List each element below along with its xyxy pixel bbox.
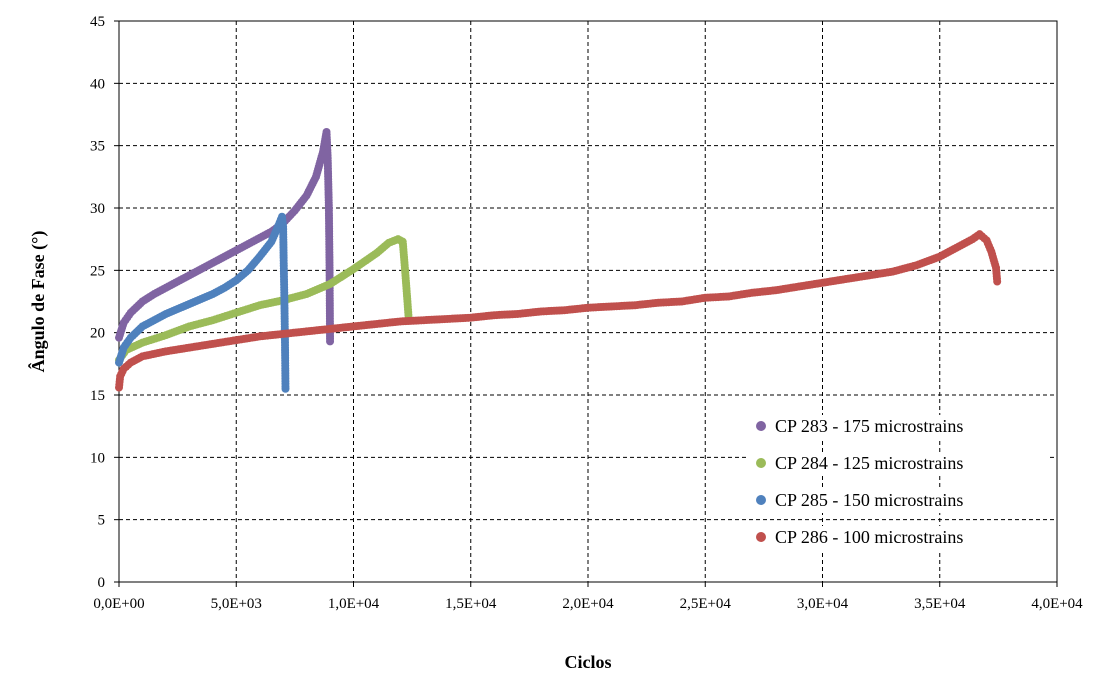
legend-item-background <box>747 452 1047 476</box>
series-1 <box>115 127 335 346</box>
data-point <box>326 337 335 346</box>
legend-marker <box>756 421 766 431</box>
x-tick-label: 2,5E+04 <box>680 596 732 612</box>
x-tick-label: 2,0E+04 <box>562 596 614 612</box>
data-point <box>993 277 1002 286</box>
series-3 <box>115 212 290 393</box>
legend-label: CP 286 - 100 microstrains <box>775 527 963 547</box>
x-axis-ticks: 0,0E+00 5,0E+03 1,0E+04 1,5E+04 2,0E+04 2,5E+… <box>93 582 1083 612</box>
legend-marker <box>756 532 766 542</box>
x-tick-label: 3,0E+04 <box>797 596 849 612</box>
y-tick-label: 40 <box>90 76 105 92</box>
legend-item: CP 284 - 125 microstrains <box>747 452 1047 476</box>
y-tick-label: 30 <box>90 201 105 217</box>
legend-item-background <box>747 526 1047 550</box>
legend-item: CP 286 - 100 microstrains <box>747 526 1047 550</box>
x-axis-title: Ciclos <box>565 652 612 672</box>
x-tick-label: 1,0E+04 <box>328 596 380 612</box>
x-tick-label: 1,5E+04 <box>445 596 497 612</box>
x-tick-label: 5,0E+03 <box>211 596 262 612</box>
y-axis-ticks: 0 5 10 15 20 25 30 35 40 45 <box>90 14 119 591</box>
y-tick-label: 0 <box>98 575 106 591</box>
y-tick-label: 25 <box>90 263 105 279</box>
series-layer <box>115 127 1002 393</box>
x-tick-label: 4,0E+04 <box>1031 596 1083 612</box>
y-axis-title: Ângulo de Fase (°) <box>27 231 49 373</box>
x-tick-label: 0,0E+00 <box>93 596 144 612</box>
y-tick-label: 35 <box>90 139 105 155</box>
legend-item: CP 285 - 150 microstrains <box>747 489 1047 513</box>
legend-item-background <box>747 415 1047 439</box>
legend-item-background <box>747 489 1047 513</box>
legend-label: CP 285 - 150 microstrains <box>775 490 963 510</box>
y-tick-label: 10 <box>90 450 105 466</box>
legend-marker <box>756 495 766 505</box>
legend: CP 283 - 175 microstrains CP 284 - 125 mi… <box>747 415 1047 550</box>
y-tick-label: 45 <box>90 14 105 30</box>
legend-item: CP 283 - 175 microstrains <box>747 415 1047 439</box>
legend-label: CP 283 - 175 microstrains <box>775 416 963 436</box>
legend-marker <box>756 458 766 468</box>
series-4 <box>115 230 1002 392</box>
y-tick-label: 5 <box>98 513 106 529</box>
x-tick-label: 3,5E+04 <box>914 596 966 612</box>
y-tick-label: 20 <box>90 326 105 342</box>
data-point <box>281 384 290 393</box>
y-tick-label: 15 <box>90 388 105 404</box>
legend-label: CP 284 - 125 microstrains <box>775 453 963 473</box>
